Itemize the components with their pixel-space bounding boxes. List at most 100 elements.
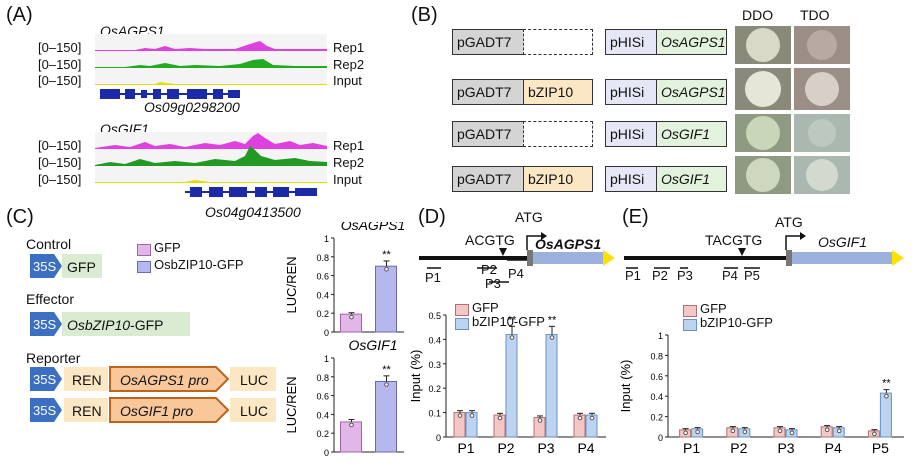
gene-label-agps1: OsAGPS1: [535, 236, 602, 252]
y-tick-label: 0.2: [316, 429, 329, 439]
bzip10-insert: bZIP10: [523, 166, 593, 192]
promoter-35s: 35S: [33, 259, 57, 274]
ren-label: REN: [72, 372, 102, 388]
data-point: [349, 422, 354, 428]
x-tick-label: P1: [683, 440, 700, 456]
y-tick-label: 0: [658, 433, 663, 443]
significance-mark: **: [548, 314, 557, 326]
legend-swatch-bzip: [455, 318, 469, 330]
chip-qpcr-chart-agps1: 0 0.1 0.2 0.3 0.4 0.5 Input (%) P1 ** P2 ** P3 P4: [410, 311, 606, 456]
primer-p4: P4: [508, 266, 524, 281]
legend-swatch-gfp: [683, 305, 697, 317]
significance-mark: **: [508, 314, 517, 326]
gfp-label: GFP: [67, 259, 96, 275]
bar: [375, 381, 397, 453]
ad-vector: pGADT7: [452, 121, 524, 147]
reporter-label: Reporter: [26, 350, 81, 366]
y-tick-label: 0.3: [428, 360, 441, 370]
gene-label-gif1: OsGIF1: [818, 234, 868, 250]
agps1-coverage-tracks: [95, 34, 327, 99]
panel-label-b: (B): [411, 4, 438, 26]
plate-ddo-row3: [735, 114, 791, 152]
legend-swatch-bzip: [683, 319, 697, 331]
plate-tdo-row4: [794, 156, 850, 194]
bar: [879, 392, 892, 438]
data-point: [349, 314, 354, 320]
data-point: [589, 415, 595, 421]
effector-gene: OsbZIP10: [67, 317, 131, 333]
plate-tdo-row2: [794, 68, 850, 110]
y-tick-label: 0: [436, 433, 441, 443]
legend-label-bzip: bZIP10-GFP: [700, 315, 773, 330]
plate-tdo-row1: [794, 26, 850, 64]
plate-ddo-row4: [735, 156, 791, 194]
panel-label-d: (D): [418, 206, 446, 228]
data-point: [384, 266, 389, 272]
bait-gene: OsAGPS1: [656, 29, 727, 55]
primer-p3: P3: [485, 276, 501, 291]
plate-ddo-row1: [735, 26, 791, 64]
bzip10-insert: bZIP10: [523, 79, 593, 105]
legend-label-bzip: bZIP10-GFP: [472, 314, 545, 329]
promoter-map-gif1: [624, 232, 904, 269]
y-axis-label: LUC/REN: [284, 256, 299, 313]
data-point: [509, 335, 515, 340]
reporter2-promoter: OsGIF1 pro: [120, 403, 194, 419]
primer-p3: P3: [677, 268, 693, 283]
plate-ddo-row2: [735, 68, 791, 110]
track-name: Input: [333, 73, 362, 88]
primer-p1: P1: [425, 270, 441, 285]
track-range: [0–150]: [38, 57, 82, 72]
x-tick-label: P3: [537, 440, 554, 456]
chart-title: OsAGPS1: [341, 222, 406, 233]
primer-p4: P4: [722, 268, 738, 283]
legend-label-gfp: GFP: [700, 301, 727, 316]
bd-vector: pHISi: [605, 29, 657, 55]
primer-p1: P1: [625, 268, 641, 283]
reporter1-promoter: OsAGPS1 pro: [120, 372, 209, 388]
locus-label-gif1: Os04g0413500: [205, 204, 301, 220]
x-tick-label: P1: [457, 440, 474, 456]
data-point: [872, 431, 877, 437]
data-point: [789, 430, 795, 436]
effector-construct-label: OsbZIP10-GFP: [67, 317, 163, 333]
y-tick-label: 0.8: [316, 253, 329, 263]
y-tick-label: 0.2: [428, 384, 441, 394]
plate-tdo-row3: [794, 114, 850, 152]
track-range: [0–150]: [38, 40, 82, 55]
data-point: [742, 429, 748, 435]
track-name: Rep1: [333, 40, 365, 55]
y-tick-label: 0.6: [316, 392, 329, 402]
panel-label-c: (C): [6, 206, 34, 228]
data-point: [824, 427, 830, 433]
y-tick-label: 0.4: [650, 392, 663, 402]
bar: [340, 313, 362, 333]
y-tick-label: 0.6: [650, 372, 663, 382]
data-point: [884, 393, 889, 399]
bd-vector: pHISi: [605, 79, 657, 105]
data-point: [497, 415, 503, 421]
bar: [505, 334, 518, 438]
data-point: [836, 428, 842, 434]
data-point: [695, 429, 700, 435]
y-tick-label: 0.5: [428, 311, 441, 321]
bd-vector: pHISi: [605, 121, 657, 147]
legend-label-bzip: OsbZIP10-GFP: [154, 257, 244, 272]
data-point: [469, 413, 475, 418]
effector-suffix: -GFP: [130, 317, 164, 333]
legend-label-gfp: GFP: [154, 240, 181, 255]
bd-vector: pHISi: [605, 166, 657, 192]
track-range: [0–150]: [38, 172, 82, 187]
promoter-35s: 35S: [33, 317, 57, 332]
panel-label-a: (A): [6, 4, 33, 26]
chart-title: OsGIF1: [348, 338, 397, 353]
y-tick-label: 0.2: [650, 413, 663, 423]
track-range: [0–150]: [38, 155, 82, 170]
y-tick-label: 0.8: [316, 373, 329, 383]
bait-gene: OsGIF1: [656, 121, 727, 147]
x-tick-label: P4: [577, 440, 594, 456]
control-label: Control: [26, 236, 72, 252]
luc-ren-chart-gif1: 0 0.2 0.4 0.6 0.8 1 LUC/REN OsGIF1 **: [284, 338, 404, 458]
data-point: [730, 428, 736, 434]
track-range: [0–150]: [38, 138, 82, 153]
